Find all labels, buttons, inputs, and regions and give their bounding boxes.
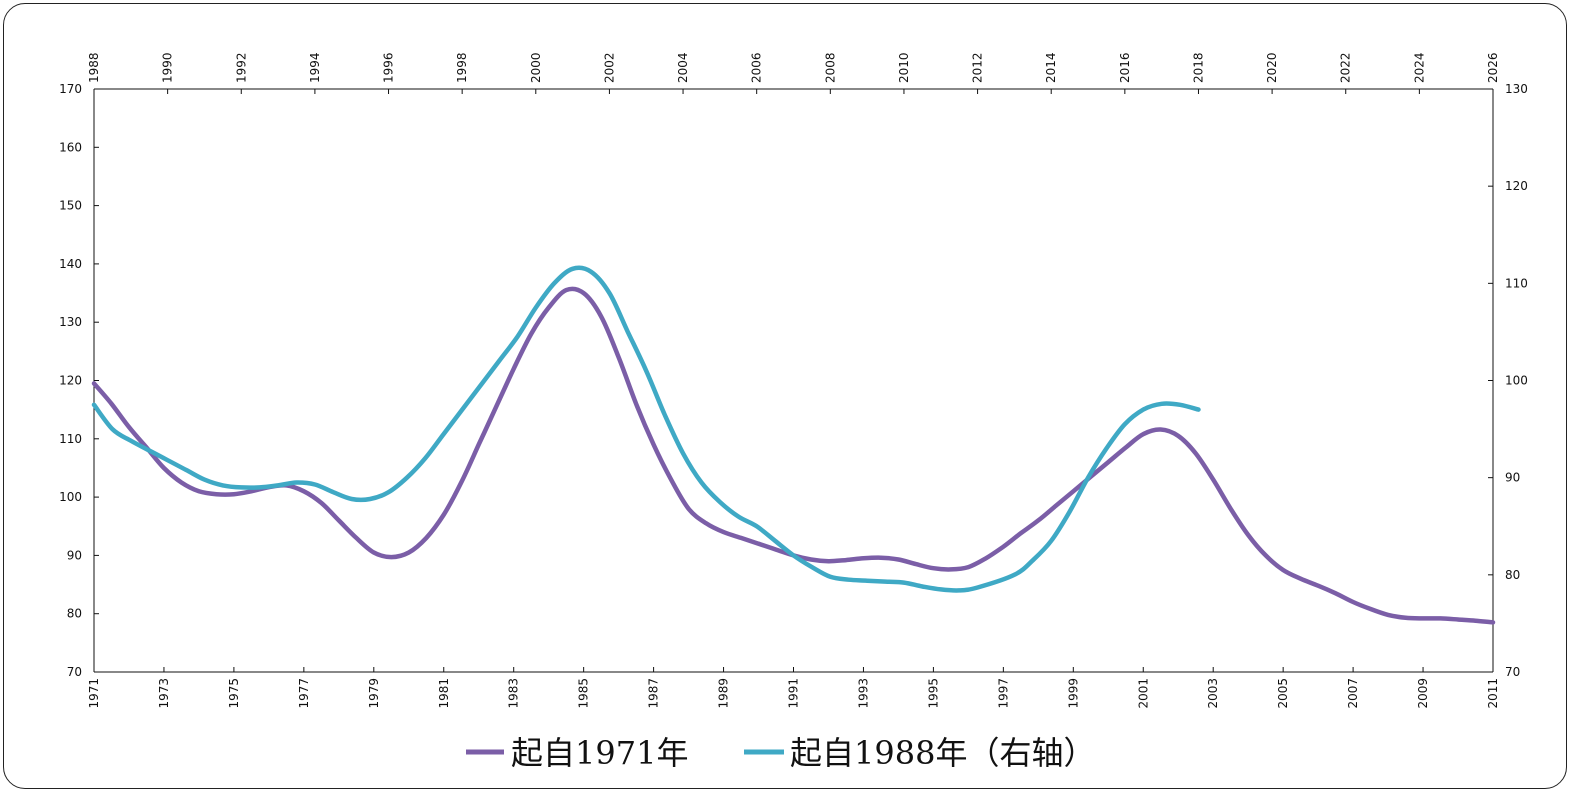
- x-bottom-tick-label: 2003: [1206, 678, 1220, 709]
- y-right-tick-label: 110: [1505, 276, 1528, 290]
- x-top-tick-label: 2010: [897, 52, 911, 83]
- x-bottom-tick-label: 1971: [87, 678, 101, 709]
- x-bottom-tick-label: 1991: [787, 678, 801, 709]
- y-right-tick-label: 100: [1505, 374, 1528, 388]
- x-top-tick-label: 2000: [529, 52, 543, 83]
- series-line-1988-right-axis: [91, 265, 1201, 593]
- x-top-tick-label: 2026: [1486, 52, 1500, 83]
- axes: 1971 1973 1975 1977 1979 1981 1983 1985 1987 1989…: [59, 52, 1528, 708]
- y-left-tick-label: 120: [59, 374, 82, 388]
- x-top-tick-label: 2012: [971, 52, 985, 83]
- y-right-tick-label: 130: [1505, 82, 1528, 96]
- legend-label-1988-right-axis: 起自1988年（右轴）: [790, 734, 1095, 772]
- x-top-tick-label: 2016: [1118, 52, 1132, 83]
- y-left-tick-label: 70: [67, 665, 82, 679]
- y-left-tick-label: 110: [59, 432, 82, 446]
- x-top-tick-label: 1996: [382, 52, 396, 83]
- x-bottom-tick-label: 2005: [1276, 678, 1290, 709]
- x-top-tick-label: 1988: [87, 52, 101, 83]
- x-bottom-tick-label: 1973: [157, 678, 171, 709]
- x-top-tick-label: 2006: [750, 52, 764, 83]
- y-right-tick-label: 70: [1505, 665, 1520, 679]
- x-bottom-tick-label: 1997: [996, 678, 1010, 709]
- y-left-tick-label: 130: [59, 315, 82, 329]
- y-right-tick-label: 90: [1505, 471, 1520, 485]
- x-top-tick-label: 2020: [1265, 52, 1279, 83]
- y-left-tick-label: 100: [59, 490, 82, 504]
- legend: 起自1971年 起自1988年（右轴）: [466, 734, 1095, 772]
- x-top-tick-label: 2002: [602, 52, 616, 83]
- x-bottom-tick-label: 1977: [297, 678, 311, 709]
- x-bottom-tick-label: 1975: [227, 678, 241, 709]
- y-left-tick-label: 90: [67, 548, 82, 562]
- x-top-tick-label: 1992: [234, 52, 248, 83]
- x-top-tick-label: 2022: [1339, 52, 1353, 83]
- x-bottom-tick-label: 1985: [577, 678, 591, 709]
- x-bottom-tick-label: 1979: [367, 678, 381, 709]
- legend-label-1971: 起自1971年: [511, 734, 688, 772]
- x-bottom-tick-label: 1995: [926, 678, 940, 709]
- x-bottom-tick-label: 2011: [1486, 678, 1500, 709]
- x-top-tick-label: 1990: [161, 52, 175, 83]
- y-right-tick-label: 120: [1505, 179, 1528, 193]
- chart-frame: [3, 3, 1567, 789]
- y-right-tick-label: 80: [1505, 568, 1520, 582]
- x-top-tick-label: 2024: [1412, 52, 1426, 83]
- x-top-tick-label: 2014: [1044, 52, 1058, 83]
- y-left-tick-label: 80: [67, 607, 82, 621]
- x-bottom-tick-label: 1983: [507, 678, 521, 709]
- x-bottom-tick-label: 1993: [856, 678, 870, 709]
- x-bottom-tick-label: 1989: [717, 678, 731, 709]
- x-top-tick-label: 2008: [823, 52, 837, 83]
- x-bottom-tick-label: 1981: [437, 678, 451, 709]
- x-bottom-tick-label: 2009: [1416, 678, 1430, 709]
- series-line-1971: [91, 286, 1496, 625]
- x-bottom-tick-label: 2001: [1136, 678, 1150, 709]
- x-bottom-tick-label: 1987: [647, 678, 661, 709]
- x-top-tick-label: 2018: [1191, 52, 1205, 83]
- y-left-tick-label: 150: [59, 199, 82, 213]
- x-bottom-tick-label: 2007: [1346, 678, 1360, 709]
- series-layer: [91, 265, 1496, 625]
- x-top-tick-label: 1998: [455, 52, 469, 83]
- y-left-tick-label: 170: [59, 82, 82, 96]
- x-top-tick-label: 2004: [676, 52, 690, 83]
- x-bottom-tick-label: 1999: [1066, 678, 1080, 709]
- y-left-tick-label: 160: [59, 140, 82, 154]
- y-left-tick-label: 140: [59, 257, 82, 271]
- x-top-tick-label: 1994: [308, 52, 322, 83]
